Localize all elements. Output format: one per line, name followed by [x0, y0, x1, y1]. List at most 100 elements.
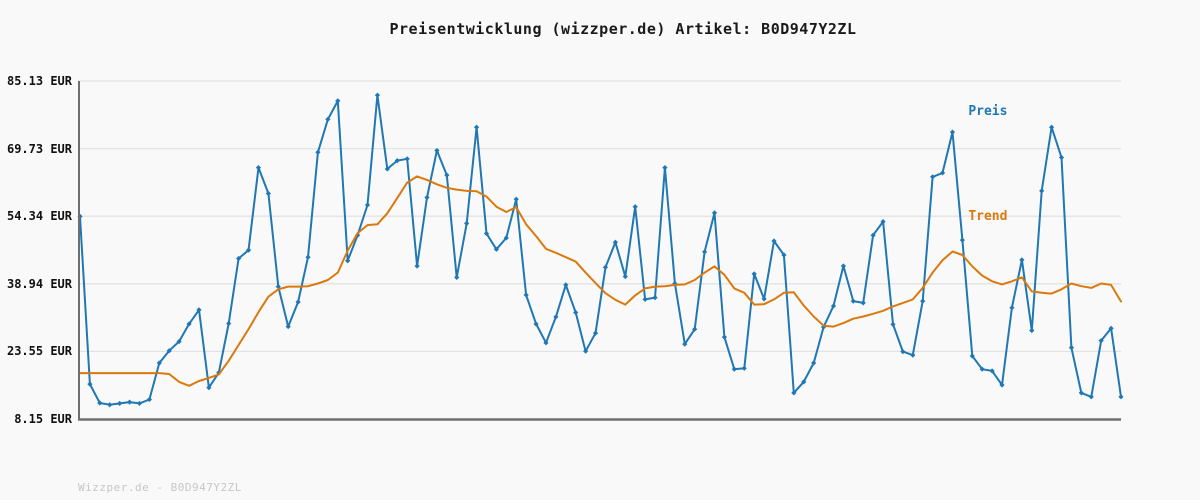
- preis-marker: [989, 368, 995, 374]
- preis-marker: [1049, 124, 1055, 130]
- preis-marker: [662, 165, 668, 171]
- preis-marker: [107, 402, 113, 408]
- preis-marker: [97, 400, 103, 406]
- preis-marker: [890, 321, 896, 327]
- preis-marker: [206, 385, 212, 391]
- preis-marker: [533, 321, 539, 327]
- y-tick-label: 54.34 EUR: [6, 209, 72, 224]
- preis-marker: [434, 147, 440, 154]
- y-tick-label: 38.94 EUR: [6, 276, 72, 291]
- preis-marker: [335, 98, 341, 104]
- y-tick-label: 85.13 EUR: [6, 74, 72, 88]
- preis-marker: [186, 321, 192, 327]
- preis-marker: [642, 296, 648, 302]
- preis-marker: [156, 360, 162, 366]
- preis-marker: [1058, 154, 1065, 161]
- series-lines: [77, 92, 1124, 408]
- preis-marker: [1098, 338, 1104, 344]
- preis-marker: [364, 202, 371, 208]
- preis-marker: [830, 303, 837, 309]
- preis-marker: [731, 366, 737, 372]
- preis-marker: [424, 194, 430, 201]
- preis-marker: [166, 348, 172, 354]
- preis-marker: [721, 334, 728, 340]
- preis-marker: [860, 300, 866, 306]
- preis-marker: [1068, 345, 1075, 351]
- preis-marker: [1108, 325, 1114, 331]
- axes: [78, 81, 1121, 421]
- preis-marker: [771, 238, 777, 244]
- watermark: Wizzper.de - B0D947Y2ZL: [78, 481, 242, 494]
- preis-marker: [1019, 257, 1025, 263]
- preis-marker: [622, 273, 628, 280]
- preis-marker: [910, 352, 916, 358]
- preis-marker: [285, 323, 291, 330]
- preis-marker: [553, 314, 559, 320]
- preis-marker: [483, 230, 490, 237]
- preis-marker: [345, 258, 351, 264]
- preis-marker: [870, 232, 876, 238]
- preis-marker: [751, 271, 757, 277]
- preis-marker: [632, 204, 638, 210]
- preis-marker: [949, 129, 956, 135]
- preis-marker: [325, 116, 331, 122]
- legend-item-trend: Trend: [937, 185, 1007, 248]
- preis-marker: [305, 254, 311, 260]
- y-tick-label: 69.73 EUR: [6, 141, 72, 156]
- preis-marker: [464, 220, 470, 226]
- preis-marker: [811, 360, 817, 366]
- preis-marker: [741, 365, 747, 371]
- preis-marker: [652, 294, 658, 301]
- preis-marker: [473, 124, 480, 130]
- page-title: Preisentwicklung (wizzper.de) Artikel: B…: [389, 20, 857, 38]
- legend-label-preis: Preis: [968, 104, 1008, 119]
- preis-marker: [245, 247, 252, 253]
- preis-marker: [573, 309, 579, 316]
- preis-marker: [791, 390, 797, 396]
- preis-marker: [1009, 305, 1015, 311]
- preis-marker: [563, 282, 569, 288]
- preis-marker: [404, 156, 410, 162]
- preis-marker: [711, 210, 718, 216]
- preis-marker: [612, 239, 618, 245]
- preis-marker: [840, 263, 846, 269]
- preis-marker: [315, 149, 321, 155]
- preis-marker: [781, 252, 787, 258]
- preis-marker: [702, 249, 708, 255]
- y-tick-label: 8.15 EUR: [14, 412, 72, 426]
- preis-marker: [196, 307, 202, 313]
- preis-marker: [969, 353, 975, 359]
- preis-marker: [414, 263, 420, 269]
- preis-marker: [226, 320, 232, 327]
- preis-marker: [692, 326, 698, 332]
- preis-line: [79, 94, 1122, 406]
- preis-marker: [880, 219, 886, 225]
- preis-marker: [216, 370, 222, 376]
- preis-marker: [523, 292, 529, 298]
- preis-marker: [850, 298, 856, 304]
- preis-marker: [513, 196, 519, 202]
- preis-marker: [117, 400, 123, 407]
- legend-label-trend: Trend: [968, 209, 1008, 224]
- preis-marker: [255, 165, 262, 171]
- preis-marker: [136, 400, 143, 407]
- preis-marker: [1039, 188, 1045, 194]
- preis-marker: [295, 299, 301, 305]
- preis-marker: [87, 381, 93, 387]
- preis-marker: [394, 158, 400, 164]
- legend: Preis Trend: [937, 38, 1007, 269]
- preis-marker: [236, 255, 242, 262]
- preis-marker: [920, 298, 926, 304]
- legend-item-preis: Preis: [937, 80, 1007, 143]
- preis-marker: [939, 170, 946, 176]
- preis-marker: [503, 235, 509, 241]
- preis-marker: [384, 166, 390, 172]
- preis-marker: [602, 264, 609, 270]
- trend-line: [79, 175, 1122, 387]
- preis-marker: [592, 330, 599, 336]
- preis-marker: [583, 348, 589, 354]
- y-tick-label: 23.55 EUR: [6, 344, 72, 359]
- preis-marker: [176, 338, 182, 345]
